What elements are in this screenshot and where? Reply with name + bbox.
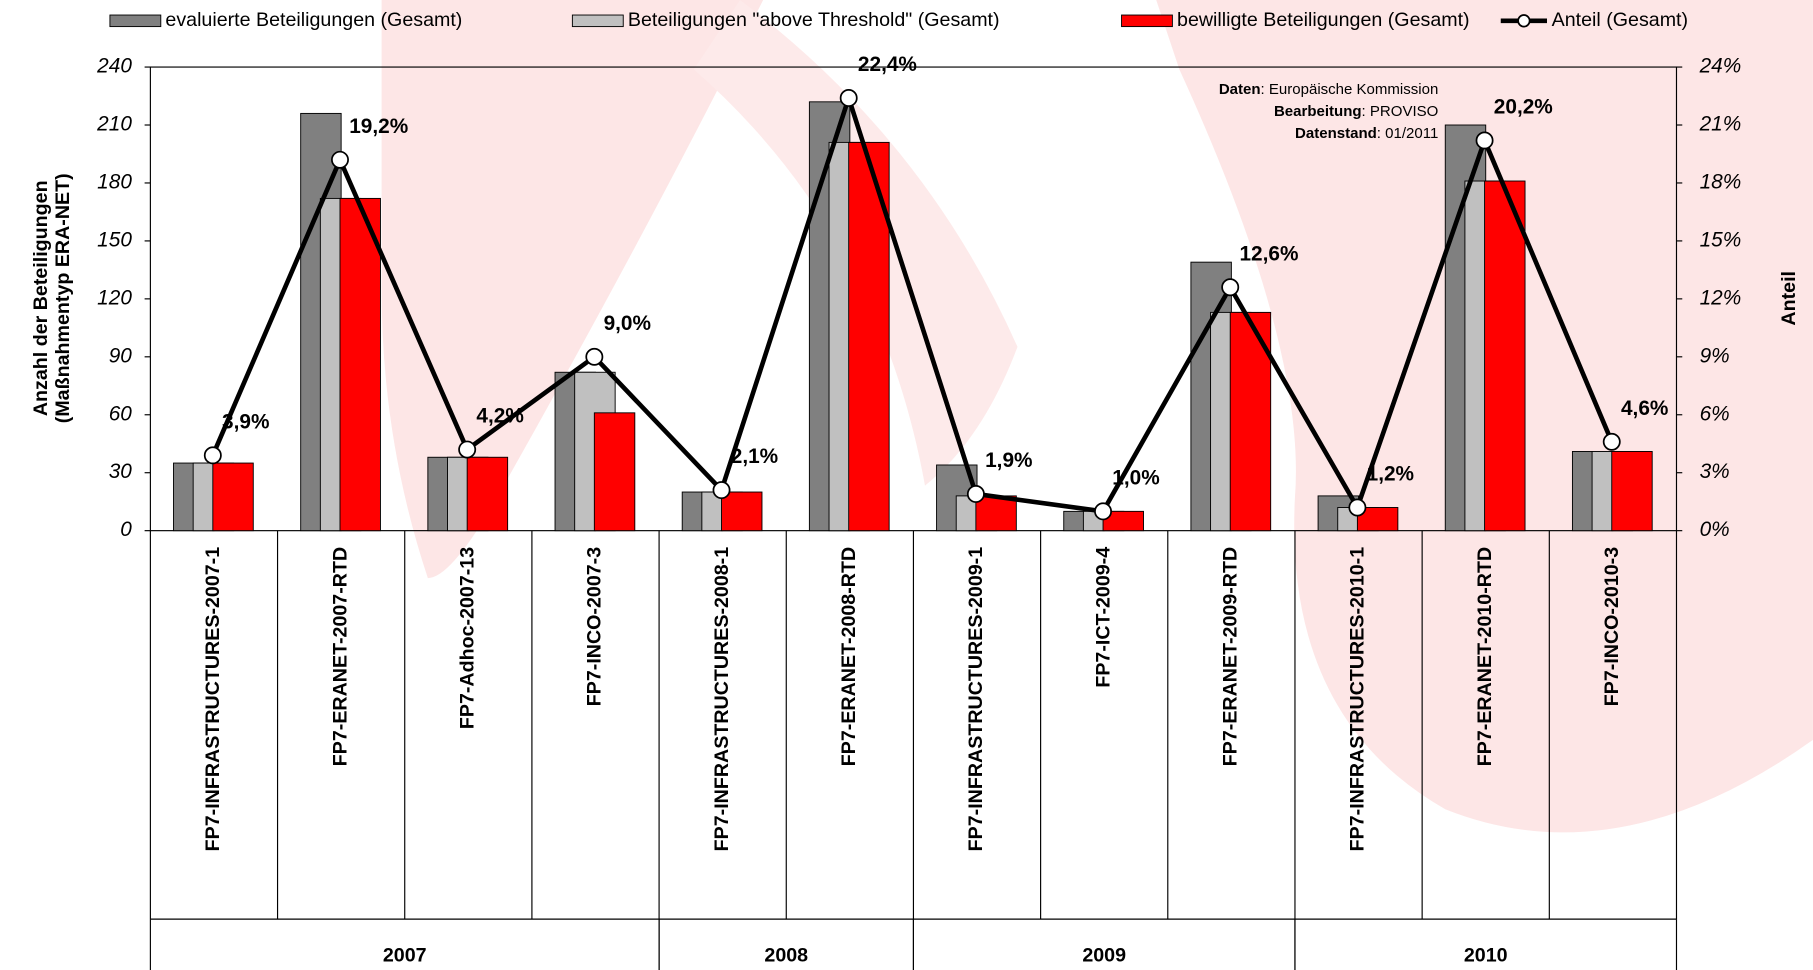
y2-tick-label: 24% <box>1699 55 1742 78</box>
annotation-key: Bearbeitung <box>1274 103 1362 120</box>
data-label: 1,9% <box>985 449 1032 472</box>
y-tick-label: 240 <box>96 55 132 78</box>
y2-tick-label: 21% <box>1699 113 1742 136</box>
data-label: 20,2% <box>1494 96 1553 119</box>
legend-swatch <box>572 15 623 27</box>
x-tick-label: FP7-INCO-2007-3 <box>584 547 606 706</box>
y2-tick-label: 12% <box>1700 286 1742 309</box>
x-tick-label: FP7-INCO-2010-3 <box>1601 547 1623 706</box>
y2-tick-label: 3% <box>1700 460 1730 483</box>
annotation: Datenstand: 01/2011 <box>1295 125 1438 142</box>
data-label: 1,0% <box>1112 466 1159 489</box>
y2-tick-label: 0% <box>1700 518 1730 541</box>
x-tick-label: FP7-ERANET-2008-RTD <box>838 547 860 766</box>
y-axis-title: Anzahl der Beteiligungen <box>30 180 52 416</box>
line-marker <box>1349 499 1365 515</box>
line-marker <box>459 441 475 457</box>
annotation: Bearbeitung: PROVISO <box>1274 103 1438 120</box>
x-tick-label: FP7-ICT-2009-4 <box>1092 547 1114 688</box>
bar <box>1612 451 1652 530</box>
x-tick-label: FP7-Adhoc-2007-13 <box>457 547 479 729</box>
group-label: 2010 <box>1464 944 1508 966</box>
data-label: 3,9% <box>222 410 269 433</box>
x-tick-label: FP7-INFRASTRUCTURES-2009-1 <box>965 547 987 852</box>
annotation: Daten: Europäische Kommission <box>1219 81 1438 98</box>
group-label: 2008 <box>764 944 808 966</box>
line-marker <box>1476 132 1492 148</box>
line-marker <box>205 447 221 463</box>
y-tick-label: 180 <box>97 170 132 193</box>
legend-swatch <box>1518 15 1530 27</box>
y2-tick-label: 15% <box>1700 228 1742 251</box>
data-label: 2,1% <box>731 445 778 468</box>
y2-axis-title: Anteil <box>1778 271 1800 326</box>
annotation-value: : Europäische Kommission <box>1261 81 1439 98</box>
x-tick-label: FP7-ERANET-2009-RTD <box>1220 547 1242 766</box>
bar <box>467 457 507 530</box>
data-label: 9,0% <box>604 312 651 335</box>
bar <box>976 496 1016 531</box>
legend-label: Beteiligungen "above Threshold" (Gesamt) <box>628 9 1000 31</box>
y2-tick-label: 9% <box>1700 344 1730 367</box>
x-tick-label: FP7-INFRASTRUCTURES-2008-1 <box>711 547 733 852</box>
data-label: 4,6% <box>1621 397 1668 420</box>
line-marker <box>332 152 348 168</box>
y2-tick-label: 18% <box>1700 170 1742 193</box>
data-label: 4,2% <box>476 405 523 428</box>
data-label: 12,6% <box>1239 242 1298 265</box>
annotation-key: Datenstand <box>1295 125 1377 142</box>
line-marker <box>968 486 984 502</box>
x-tick-label: FP7-ERANET-2010-RTD <box>1474 547 1496 766</box>
annotation-key: Daten <box>1219 81 1261 98</box>
x-tick-label: FP7-ERANET-2007-RTD <box>329 547 351 766</box>
page: {"chart_data": { "type": "bar", "categor… <box>0 0 1813 970</box>
bar <box>594 413 634 531</box>
y-tick-label: 30 <box>109 460 133 483</box>
y-axis-title: (Maßnahmentyp ERA-NET) <box>52 173 74 423</box>
y-tick-label: 60 <box>109 402 133 425</box>
legend-swatch <box>110 15 161 27</box>
x-tick-label: FP7-INFRASTRUCTURES-2007-1 <box>202 547 224 852</box>
line-marker <box>713 482 729 498</box>
y-tick-label: 210 <box>96 113 132 136</box>
legend-swatch <box>1122 15 1173 27</box>
group-label: 2007 <box>383 944 427 966</box>
bar <box>340 198 380 530</box>
annotation-value: : 01/2011 <box>1377 125 1439 142</box>
y-tick-label: 90 <box>109 344 133 367</box>
data-label: 22,4% <box>858 53 917 76</box>
bar <box>1485 181 1525 531</box>
line-marker <box>841 90 857 106</box>
bar <box>722 492 762 531</box>
chart: Anzahl der Beteiligungen (Maßnahmentyp E… <box>0 0 1813 970</box>
data-label: 1,2% <box>1367 463 1414 486</box>
line-marker <box>1604 434 1620 450</box>
line-marker <box>1095 503 1111 519</box>
line-marker <box>1222 279 1238 295</box>
legend-label: evaluierte Beteiligungen (Gesamt) <box>165 9 462 31</box>
y-tick-label: 120 <box>97 286 132 309</box>
data-label: 19,2% <box>349 115 408 138</box>
legend-label: Anteil (Gesamt) <box>1552 9 1688 31</box>
legend-label: bewilligte Beteiligungen (Gesamt) <box>1177 9 1470 31</box>
line-marker <box>586 349 602 365</box>
annotation-value: : PROVISO <box>1362 103 1439 120</box>
y-tick-label: 0 <box>120 518 132 541</box>
y2-tick-label: 6% <box>1700 402 1730 425</box>
x-tick-label: FP7-INFRASTRUCTURES-2010-1 <box>1347 547 1369 852</box>
group-label: 2009 <box>1082 944 1126 966</box>
bar <box>213 463 253 531</box>
y-tick-label: 150 <box>97 228 132 251</box>
